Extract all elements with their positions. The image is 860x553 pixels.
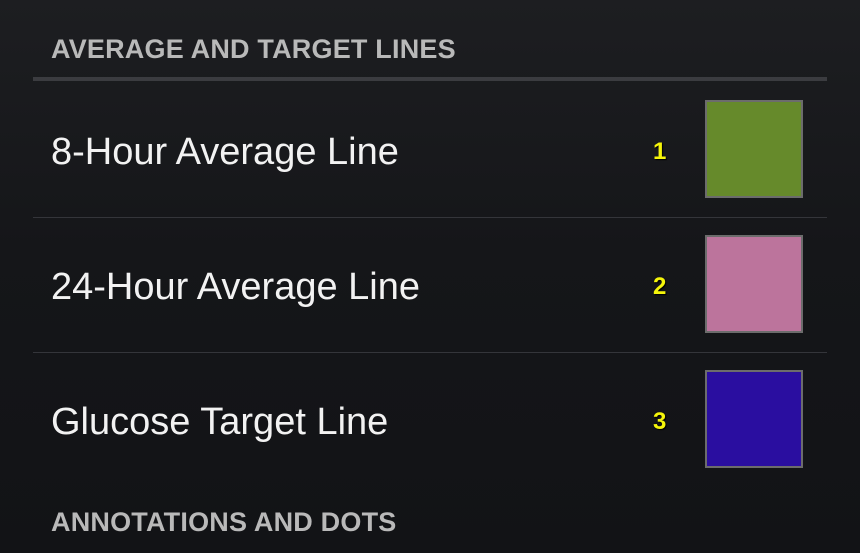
- color-swatch-24-hour-average[interactable]: [705, 235, 803, 333]
- row-divider: [33, 217, 827, 218]
- setting-label: Glucose Target Line: [51, 401, 389, 443]
- setting-row-24-hour-average-line[interactable]: 24-Hour Average Line 2: [33, 218, 827, 353]
- section-divider: [33, 77, 827, 81]
- annotation-number: 3: [653, 408, 667, 435]
- row-divider: [33, 352, 827, 353]
- setting-label: 8-Hour Average Line: [51, 131, 399, 173]
- color-swatch-8-hour-average[interactable]: [705, 100, 803, 198]
- annotation-number: 2: [653, 273, 667, 300]
- annotation-number: 1: [653, 138, 667, 165]
- color-swatch-glucose-target[interactable]: [705, 370, 803, 468]
- section-header-annotations-and-dots: ANNOTATIONS AND DOTS: [51, 507, 397, 537]
- setting-label: 24-Hour Average Line: [51, 266, 420, 308]
- section-header-average-target-lines: AVERAGE AND TARGET LINES: [51, 34, 456, 64]
- setting-row-8-hour-average-line[interactable]: 8-Hour Average Line 1: [33, 83, 827, 218]
- setting-row-glucose-target-line[interactable]: Glucose Target Line 3: [33, 353, 827, 488]
